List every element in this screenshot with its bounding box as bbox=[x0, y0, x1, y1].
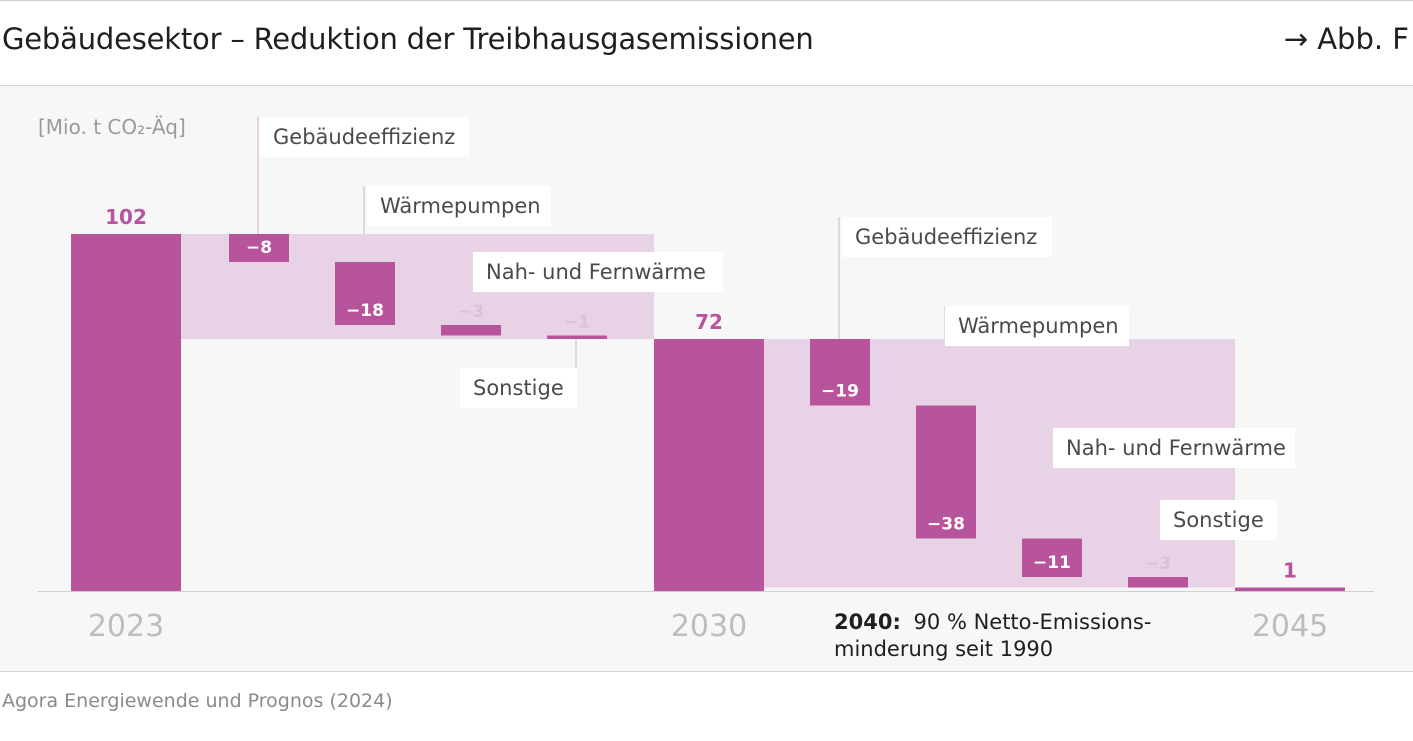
delta-bar bbox=[1128, 577, 1188, 588]
label-box bbox=[1053, 428, 1295, 468]
category-label: Nah- und Fernwärme bbox=[1050, 428, 1295, 539]
delta-value-label: −1 bbox=[564, 313, 590, 333]
delta-value-label: −3 bbox=[458, 302, 484, 322]
top-divider bbox=[0, 0, 1413, 1]
x-tick-labels: 2023 2030 2045 bbox=[88, 609, 1328, 644]
delta-bar bbox=[1022, 538, 1082, 577]
category-labels: Gebäudeeffizienz Wärmepumpen Nah- und Fern… bbox=[257, 117, 1295, 577]
category-label: Sonstige bbox=[1156, 500, 1277, 577]
delta-value-label: −3 bbox=[1145, 554, 1171, 574]
delta-bar bbox=[229, 234, 289, 262]
annotation-text-1: 90 % Netto-Emissions- bbox=[914, 610, 1152, 634]
delta-value-label: −38 bbox=[927, 515, 965, 535]
annotation-bold: 2040: bbox=[834, 610, 901, 634]
category-label: Gebäudeeffizienz bbox=[257, 117, 469, 234]
total-bar-2030 bbox=[654, 339, 764, 591]
label-text: Gebäudeeffizienz bbox=[855, 225, 1037, 249]
label-box bbox=[473, 252, 723, 292]
total-bar-2023 bbox=[71, 234, 181, 591]
annotation-text-2: minderung seit 1990 bbox=[834, 637, 1053, 661]
category-label: Gebäudeeffizienz bbox=[838, 217, 1052, 339]
label-box bbox=[842, 217, 1052, 257]
category-label: Sonstige bbox=[460, 339, 577, 408]
figure-reference-link[interactable]: → Abb. F bbox=[1283, 22, 1409, 56]
label-text: Wärmepumpen bbox=[380, 194, 541, 218]
x-tick-2045: 2045 bbox=[1252, 609, 1328, 644]
category-label: Wärmepumpen bbox=[944, 306, 1129, 406]
delta-bar bbox=[810, 339, 870, 406]
waterfall-chart: Gebäudeeffizienz Wärmepumpen Nah- und Fern… bbox=[38, 115, 1374, 661]
x-tick-2030: 2030 bbox=[671, 609, 747, 644]
total-bar-2045 bbox=[1235, 587, 1345, 591]
value-labels: 102 −8 −18 −3 −1 72 −19 −38 −11 −3 1 bbox=[105, 205, 1297, 583]
delta-value-label: −19 bbox=[821, 382, 859, 402]
delta-value-label: −18 bbox=[346, 301, 384, 321]
delta-value-label: −11 bbox=[1033, 553, 1071, 573]
delta-bar bbox=[441, 325, 501, 336]
category-label: Wärmepumpen bbox=[363, 186, 551, 262]
total-value-label: 1 bbox=[1283, 559, 1297, 583]
label-box bbox=[367, 186, 551, 226]
chart-title: Gebäudesektor – Reduktion der Treibhausg… bbox=[2, 22, 814, 56]
x-tick-2023: 2023 bbox=[88, 609, 164, 644]
category-label: Nah- und Fernwärme bbox=[469, 252, 723, 325]
label-text: Nah- und Fernwärme bbox=[1066, 436, 1286, 460]
bars bbox=[71, 234, 1345, 591]
delta-bar bbox=[335, 262, 395, 325]
y-axis-unit-label: [Mio. t CO₂-Äq] bbox=[38, 115, 186, 139]
label-text: Sonstige bbox=[473, 376, 564, 400]
source-note: Agora Energiewende und Prognos (2024) bbox=[2, 690, 393, 712]
label-text: Nah- und Fernwärme bbox=[486, 260, 706, 284]
total-value-label: 102 bbox=[105, 205, 147, 229]
annotation-2040: 2040: 90 % Netto-Emissions- minderung se… bbox=[834, 610, 1151, 661]
label-text: Gebäudeeffizienz bbox=[273, 125, 455, 149]
delta-bar bbox=[547, 335, 607, 339]
delta-value-label: −8 bbox=[246, 238, 272, 258]
annotation-line-1: 2040: 90 % Netto-Emissions- bbox=[834, 610, 1151, 634]
label-box bbox=[460, 368, 577, 408]
label-box bbox=[945, 306, 1129, 346]
chart-panel: Gebäudeeffizienz Wärmepumpen Nah- und Fern… bbox=[0, 85, 1413, 672]
label-box bbox=[1160, 500, 1277, 540]
label-text: Wärmepumpen bbox=[958, 314, 1119, 338]
delta-bar bbox=[916, 405, 976, 539]
label-box bbox=[260, 117, 469, 157]
label-text: Sonstige bbox=[1173, 508, 1264, 532]
total-value-label: 72 bbox=[695, 310, 723, 334]
